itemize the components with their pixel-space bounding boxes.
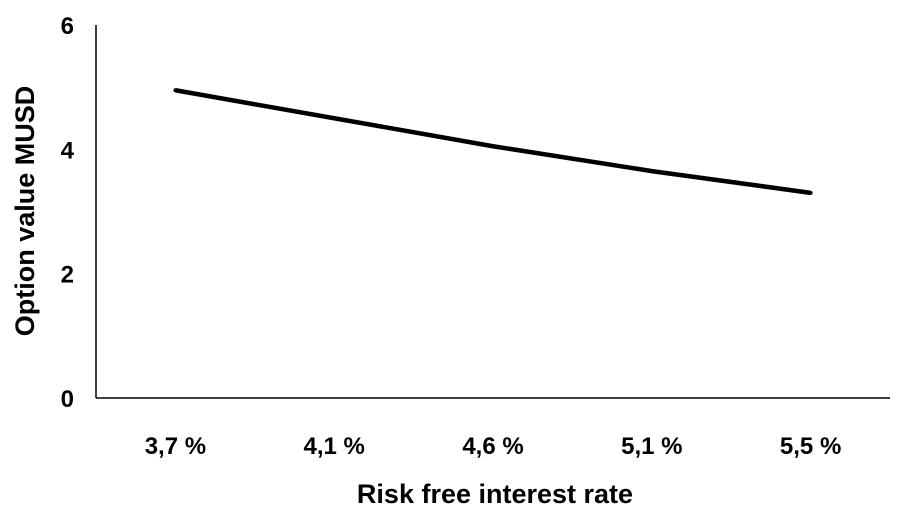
x-tick-label: 4,1 % xyxy=(304,433,365,460)
y-axis-title: Option value MUSD xyxy=(10,86,40,337)
y-tick-label: 6 xyxy=(61,13,74,40)
x-tick-label: 5,5 % xyxy=(780,433,841,460)
y-axis-ticks: 0 2 4 6 xyxy=(61,13,75,413)
data-point xyxy=(649,169,654,174)
x-axis-ticks: 3,7 % 4,1 % 4,6 % 5,1 % 5,5 % xyxy=(145,433,842,460)
data-point xyxy=(173,88,178,93)
y-tick-label: 0 xyxy=(61,386,74,413)
series-line xyxy=(175,88,811,196)
data-point xyxy=(491,144,495,149)
y-tick-label: 4 xyxy=(61,137,75,164)
data-point xyxy=(808,190,813,195)
x-tick-label: 5,1 % xyxy=(621,433,682,460)
y-tick-label: 2 xyxy=(61,262,74,289)
x-axis-title: Risk free interest rate xyxy=(357,479,633,506)
series-group xyxy=(173,88,813,196)
data-point xyxy=(332,116,337,121)
x-tick-label: 3,7 % xyxy=(145,433,206,460)
x-tick-label: 4,6 % xyxy=(462,433,523,460)
